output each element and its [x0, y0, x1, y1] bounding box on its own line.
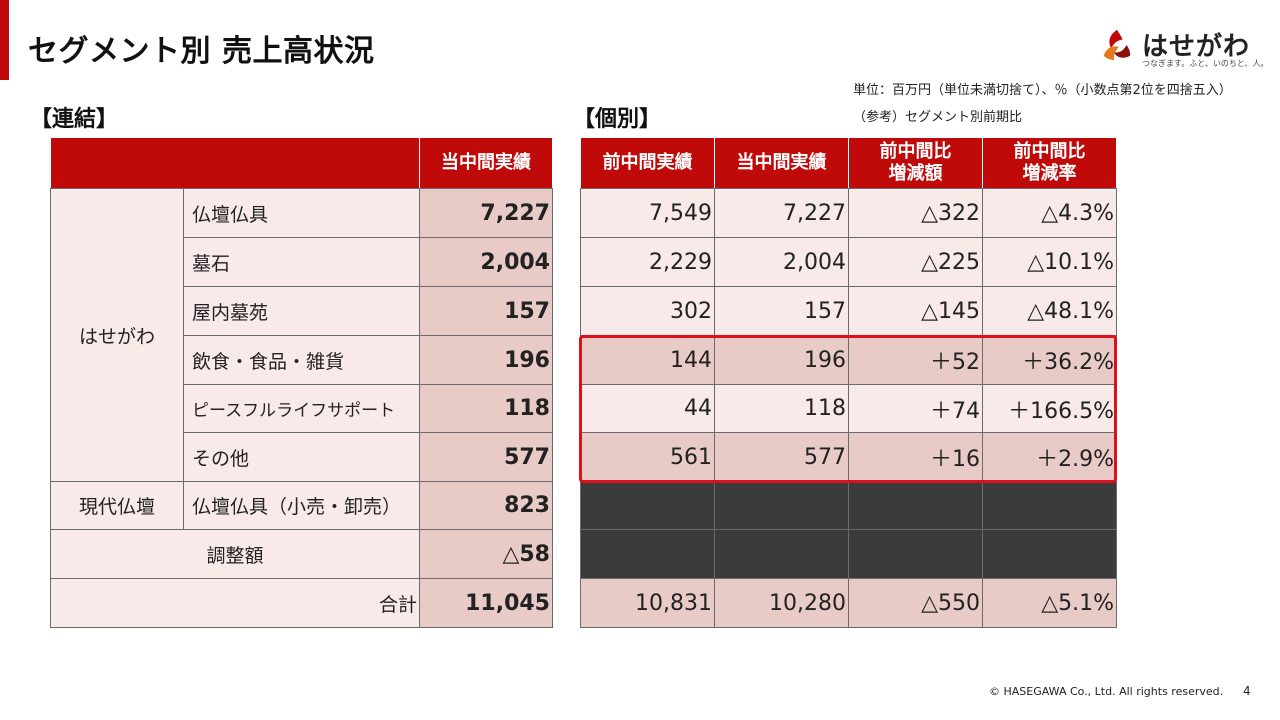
accent-bar	[0, 0, 9, 80]
logo-text: はせがわ	[1142, 32, 1251, 62]
individual-cell: 2,229	[580, 237, 715, 287]
header-line: 当中間実績	[736, 152, 827, 173]
individual-cell: 577	[714, 432, 849, 482]
page-number: 4	[1243, 684, 1251, 698]
individual-total-cell: △5.1%	[982, 578, 1117, 628]
individual-cell: △10.1%	[982, 237, 1117, 287]
individual-cell: 157	[714, 286, 849, 336]
consolidated-header-blank	[50, 137, 420, 189]
header-line: 前中間実績	[602, 152, 693, 173]
individual-cell: 2,004	[714, 237, 849, 287]
individual-cell: △4.3%	[982, 188, 1117, 238]
header-line: 増減額	[888, 163, 943, 184]
blank-cell	[982, 529, 1117, 579]
reference-note: （参考）セグメント別前期比	[853, 110, 1023, 125]
segment-label: 飲食・食品・雑貨	[183, 335, 420, 385]
segment-value: 7,227	[419, 188, 553, 238]
individual-cell: ＋74	[848, 384, 983, 433]
total-label: 合計	[50, 578, 420, 628]
segment-value: 577	[419, 432, 553, 482]
individual-total-cell: 10,831	[580, 578, 715, 628]
individual-header: 前中間比 増減率	[982, 137, 1117, 189]
segment-value: 2,004	[419, 237, 553, 287]
segment-label: 仏壇仏具	[183, 188, 420, 238]
segment-value: 118	[419, 384, 553, 433]
header-line: 前中間比	[1013, 141, 1086, 162]
segment-value: 823	[419, 481, 553, 530]
individual-cell: △145	[848, 286, 983, 336]
individual-label: 【個別】	[573, 107, 662, 132]
individual-cell: ＋36.2%	[982, 335, 1117, 385]
individual-header: 前中間比 増減額	[848, 137, 983, 189]
logo-mark-icon	[1103, 29, 1131, 61]
logo-tagline: つなぎます。ふと、いのちと、人。	[1142, 59, 1269, 68]
individual-cell: 196	[714, 335, 849, 385]
segment-value: 196	[419, 335, 553, 385]
individual-cell: 561	[580, 432, 715, 482]
individual-cell: ＋2.9%	[982, 432, 1117, 482]
total-value: 11,045	[419, 578, 553, 628]
unit-note: 単位：百万円（単位未満切捨て）、％（小数点第2位を四捨五入）	[853, 83, 1232, 98]
segment-label: 仏壇仏具（小売・卸売）	[183, 481, 420, 530]
header-line: 前中間比	[879, 141, 952, 162]
individual-cell: 144	[580, 335, 715, 385]
company-logo: はせがわ つなぎます。ふと、いのちと、人。	[1094, 20, 1269, 80]
individual-cell: 118	[714, 384, 849, 433]
adjustment-label: 調整額	[50, 529, 420, 579]
slide-title: セグメント別 売上高状況	[28, 34, 375, 69]
consolidated-label: 【連結】	[30, 107, 119, 132]
individual-cell: 302	[580, 286, 715, 336]
segment-label: その他	[183, 432, 420, 482]
individual-total-cell: △550	[848, 578, 983, 628]
segment-label: ピースフルライフサポート	[183, 384, 420, 433]
blank-cell	[848, 481, 983, 530]
individual-cell: △322	[848, 188, 983, 238]
group-label-gendai: 現代仏壇	[50, 481, 184, 530]
consolidated-header-current: 当中間実績	[419, 137, 553, 189]
header-line: 増減率	[1022, 163, 1077, 184]
individual-cell: △225	[848, 237, 983, 287]
individual-cell: 44	[580, 384, 715, 433]
blank-cell	[982, 481, 1117, 530]
group-label-hasegawa: はせがわ	[50, 188, 184, 482]
segment-label: 墓石	[183, 237, 420, 287]
copyright-footer: © HASEGAWA Co., Ltd. All rights reserved…	[989, 685, 1224, 698]
individual-cell: 7,227	[714, 188, 849, 238]
individual-header: 前中間実績	[580, 137, 715, 189]
blank-cell	[848, 529, 983, 579]
segment-value: 157	[419, 286, 553, 336]
segment-label: 屋内墓苑	[183, 286, 420, 336]
blank-cell	[580, 481, 715, 530]
blank-cell	[714, 481, 849, 530]
individual-cell: ＋52	[848, 335, 983, 385]
individual-total-cell: 10,280	[714, 578, 849, 628]
individual-cell: 7,549	[580, 188, 715, 238]
blank-cell	[714, 529, 849, 579]
individual-cell: ＋166.5%	[982, 384, 1117, 433]
individual-cell: ＋16	[848, 432, 983, 482]
adjustment-value: △58	[419, 529, 553, 579]
individual-cell: △48.1%	[982, 286, 1117, 336]
blank-cell	[580, 529, 715, 579]
individual-header: 当中間実績	[714, 137, 849, 189]
